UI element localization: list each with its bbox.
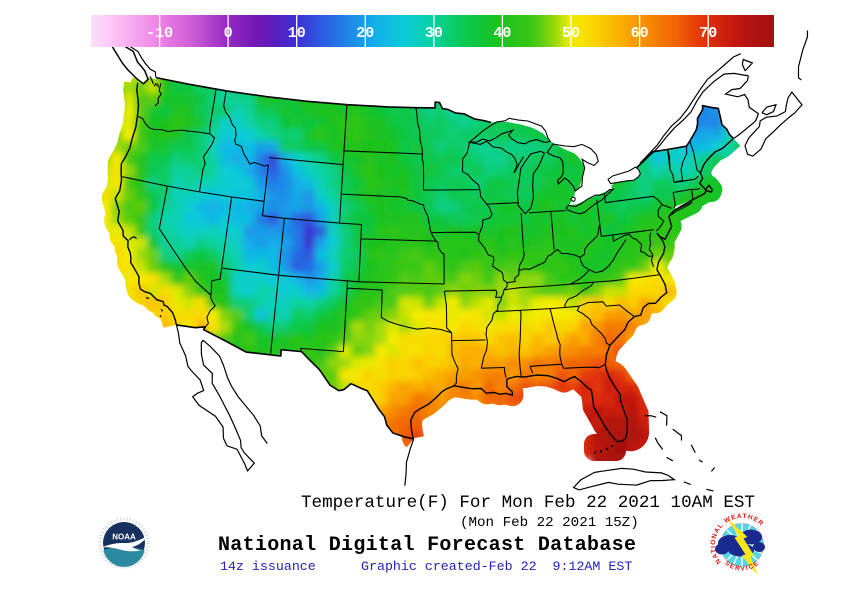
svg-text:0: 0 [224, 25, 233, 42]
svg-text:30: 30 [425, 25, 443, 42]
svg-text:20: 20 [356, 25, 374, 42]
svg-text:60: 60 [631, 25, 649, 42]
svg-text:70: 70 [699, 25, 717, 42]
svg-text:40: 40 [493, 25, 511, 42]
svg-text:10: 10 [288, 25, 306, 42]
svg-text:50: 50 [562, 25, 580, 42]
svg-text:-10: -10 [146, 25, 173, 42]
svg-text:NOAA: NOAA [112, 533, 136, 542]
